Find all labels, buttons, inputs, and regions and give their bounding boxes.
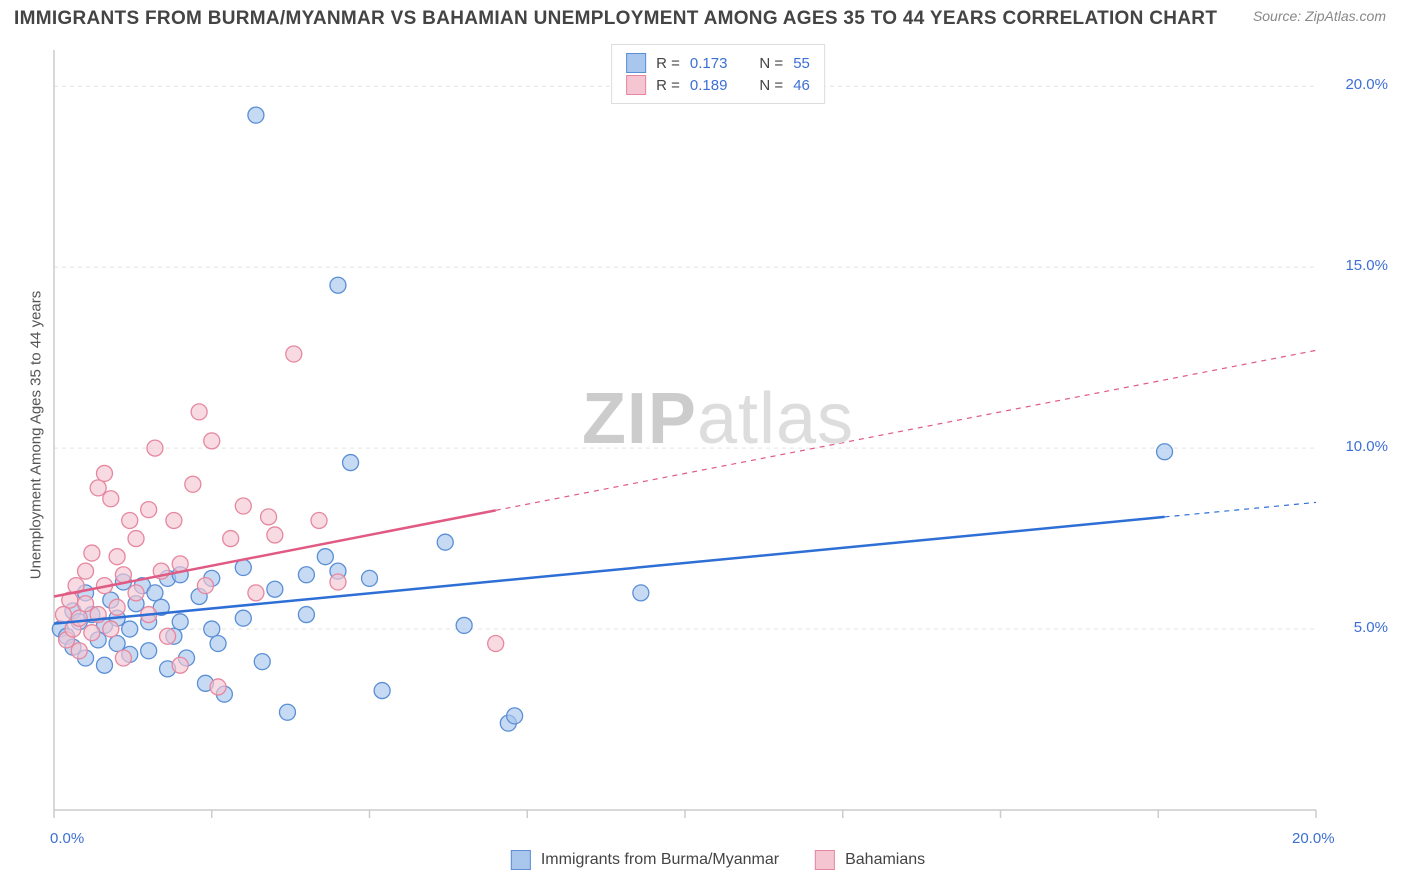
source-attribution: Source: ZipAtlas.com [1253, 8, 1386, 24]
trend-line-extrapolated [496, 350, 1316, 510]
r-value: 0.173 [690, 55, 728, 72]
data-point [141, 502, 157, 518]
correlation-legend: R = 0.173 N = 55 R = 0.189 N = 46 [611, 44, 825, 104]
data-point [298, 607, 314, 623]
data-point [235, 610, 251, 626]
data-point [261, 509, 277, 525]
data-point [55, 607, 71, 623]
data-point [204, 621, 220, 637]
data-point [122, 621, 138, 637]
data-point [128, 531, 144, 547]
data-point [298, 567, 314, 583]
legend-swatch [626, 75, 646, 95]
data-point [362, 570, 378, 586]
n-value: 55 [793, 55, 810, 72]
data-point [71, 643, 87, 659]
data-point [210, 636, 226, 652]
data-point [103, 491, 119, 507]
data-point [343, 455, 359, 471]
data-point [166, 512, 182, 528]
legend-swatch [626, 53, 646, 73]
series-legend: Immigrants from Burma/Myanmar Bahamians [511, 850, 925, 870]
data-point [71, 610, 87, 626]
trend-line [54, 517, 1165, 624]
data-point [210, 679, 226, 695]
chart-container: Unemployment Among Ages 35 to 44 years Z… [48, 44, 1388, 826]
data-point [223, 531, 239, 547]
data-point [254, 654, 270, 670]
legend-row: R = 0.189 N = 46 [626, 75, 810, 95]
data-point [160, 628, 176, 644]
data-point [128, 585, 144, 601]
data-point [267, 581, 283, 597]
data-point [78, 596, 94, 612]
legend-swatch [815, 850, 835, 870]
data-point [185, 476, 201, 492]
data-point [122, 512, 138, 528]
scatter-plot [48, 44, 1388, 826]
r-label: R = [656, 55, 680, 72]
data-point [115, 650, 131, 666]
data-point [197, 578, 213, 594]
data-point [84, 545, 100, 561]
data-point [330, 574, 346, 590]
n-label: N = [759, 55, 783, 72]
data-point [78, 563, 94, 579]
data-point [507, 708, 523, 724]
data-point [317, 549, 333, 565]
data-point [172, 657, 188, 673]
chart-title: IMMIGRANTS FROM BURMA/MYANMAR VS BAHAMIA… [14, 8, 1217, 30]
data-point [84, 625, 100, 641]
data-point [109, 549, 125, 565]
data-point [267, 527, 283, 543]
data-point [456, 617, 472, 633]
data-point [437, 534, 453, 550]
legend-label: Bahamians [845, 851, 925, 869]
data-point [96, 465, 112, 481]
data-point [96, 657, 112, 673]
data-point [204, 433, 220, 449]
data-point [374, 683, 390, 699]
data-point [172, 614, 188, 630]
y-tick-label: 20.0% [1345, 76, 1388, 93]
trend-line-extrapolated [1165, 502, 1316, 517]
data-point [633, 585, 649, 601]
y-tick-label: 5.0% [1354, 619, 1388, 636]
legend-item: Immigrants from Burma/Myanmar [511, 850, 779, 870]
data-point [248, 585, 264, 601]
data-point [147, 585, 163, 601]
y-axis-label: Unemployment Among Ages 35 to 44 years [28, 291, 45, 580]
y-tick-label: 10.0% [1345, 438, 1388, 455]
data-point [488, 636, 504, 652]
data-point [191, 404, 207, 420]
data-point [147, 440, 163, 456]
data-point [103, 621, 119, 637]
legend-swatch [511, 850, 531, 870]
data-point [1157, 444, 1173, 460]
n-label: N = [759, 77, 783, 94]
data-point [109, 599, 125, 615]
data-point [109, 636, 125, 652]
data-point [248, 107, 264, 123]
data-point [235, 498, 251, 514]
legend-item: Bahamians [815, 850, 925, 870]
legend-row: R = 0.173 N = 55 [626, 53, 810, 73]
r-label: R = [656, 77, 680, 94]
x-tick-label: 0.0% [50, 830, 84, 847]
data-point [141, 643, 157, 659]
data-point [286, 346, 302, 362]
data-point [115, 567, 131, 583]
y-tick-label: 15.0% [1345, 257, 1388, 274]
x-tick-label: 20.0% [1292, 830, 1335, 847]
n-value: 46 [793, 77, 810, 94]
r-value: 0.189 [690, 77, 728, 94]
data-point [311, 512, 327, 528]
legend-label: Immigrants from Burma/Myanmar [541, 851, 779, 869]
data-point [279, 704, 295, 720]
data-point [90, 480, 106, 496]
data-point [330, 277, 346, 293]
